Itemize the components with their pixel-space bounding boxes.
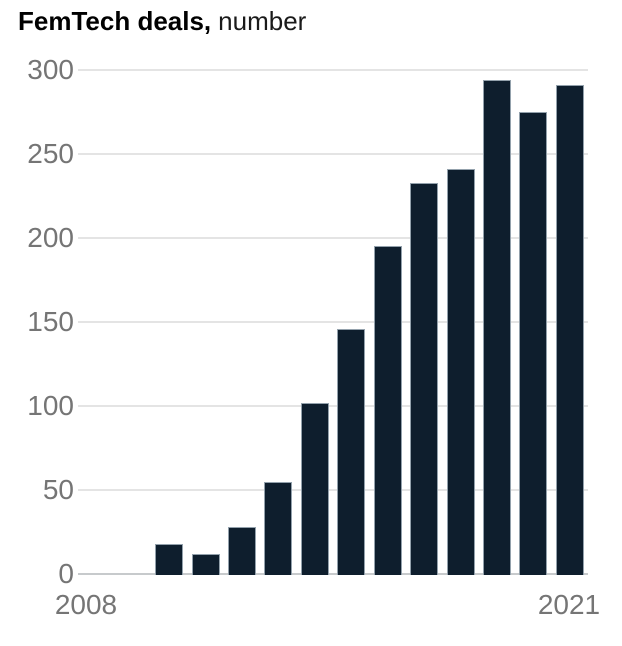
bar-2013: [264, 481, 293, 575]
xtick-label-2021: 2021: [537, 589, 601, 620]
chart-title-bold: FemTech deals,: [18, 6, 212, 36]
ytick-label-150: 150: [27, 306, 74, 337]
gridline-250: [78, 153, 588, 155]
bar-2018: [446, 169, 475, 575]
bar-2017: [410, 182, 439, 575]
gridline-300: [78, 69, 588, 71]
ytick-label-250: 250: [27, 138, 74, 169]
gridline-50: [78, 489, 588, 491]
gridline-100: [78, 405, 588, 407]
chart-title: FemTech deals, number: [18, 5, 306, 37]
bar-2012: [227, 526, 256, 575]
bar-2021: [555, 85, 584, 575]
xtick-label-2008: 2008: [54, 589, 118, 620]
bar-2015: [337, 328, 366, 575]
bar-2016: [373, 246, 402, 575]
ytick-label-200: 200: [27, 222, 74, 253]
bar-2020: [519, 112, 548, 575]
bar-2014: [300, 402, 329, 575]
chart-title-unit: number: [218, 6, 307, 36]
ytick-label-300: 300: [27, 54, 74, 85]
ytick-label-50: 50: [42, 474, 74, 505]
gridline-200: [78, 237, 588, 239]
ytick-label-100: 100: [27, 390, 74, 421]
gridline-150: [78, 321, 588, 323]
ytick-label-0: 0: [58, 558, 74, 589]
bar-2010: [155, 543, 184, 575]
bar-2019: [482, 80, 511, 575]
gridline-0: [78, 573, 588, 575]
bar-2011: [191, 553, 220, 575]
